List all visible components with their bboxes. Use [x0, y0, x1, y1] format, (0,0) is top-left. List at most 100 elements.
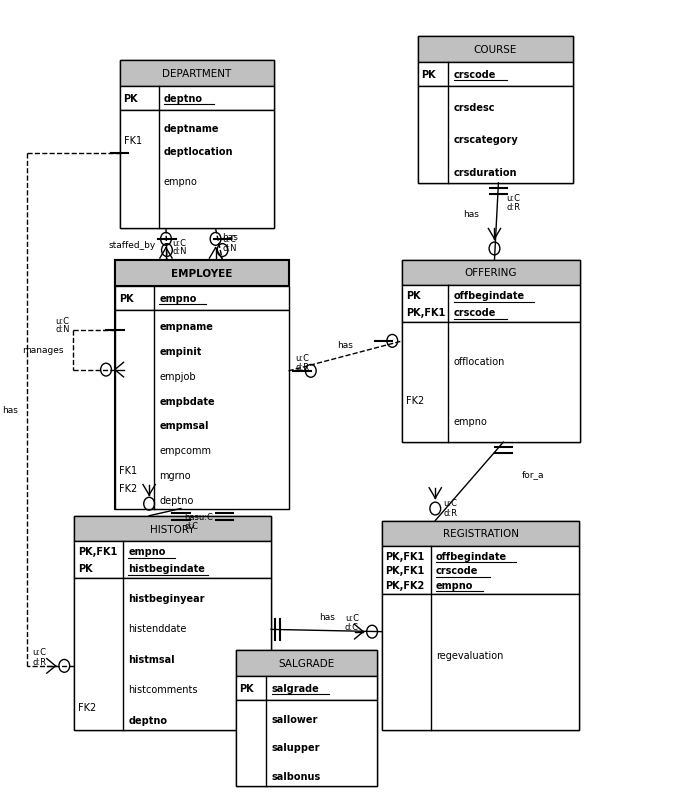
Bar: [119, 61, 275, 87]
Bar: [115, 261, 288, 286]
Text: COURSE: COURSE: [473, 45, 517, 55]
Bar: [402, 286, 580, 322]
Text: PK: PK: [406, 291, 420, 301]
Bar: [402, 261, 580, 443]
Text: d:N: d:N: [55, 325, 70, 334]
Text: empmsal: empmsal: [159, 421, 209, 431]
Text: u:C: u:C: [345, 613, 359, 622]
Text: PK,FK1: PK,FK1: [406, 308, 445, 318]
Bar: [119, 87, 275, 111]
Text: PK,FK2: PK,FK2: [386, 580, 425, 589]
Text: salbonus: salbonus: [272, 772, 321, 781]
Bar: [418, 87, 573, 184]
Text: FK1: FK1: [124, 136, 141, 145]
Bar: [115, 286, 288, 310]
Text: d:R: d:R: [444, 508, 457, 517]
Bar: [418, 38, 573, 63]
Bar: [75, 578, 271, 731]
Text: u:C: u:C: [172, 239, 187, 248]
Text: FK1: FK1: [119, 465, 137, 476]
Text: PK: PK: [119, 294, 133, 304]
Text: has: has: [2, 405, 18, 415]
Text: u:C: u:C: [506, 193, 520, 202]
Bar: [382, 594, 579, 731]
Text: u:C: u:C: [295, 354, 309, 363]
Text: crsdesc: crsdesc: [453, 103, 495, 113]
Text: crscode: crscode: [453, 308, 496, 318]
Text: PK,FK1: PK,FK1: [78, 547, 117, 557]
Text: empname: empname: [159, 322, 213, 332]
Bar: [418, 38, 573, 184]
Text: salupper: salupper: [272, 743, 320, 752]
Text: d:R: d:R: [506, 203, 520, 212]
Text: mgrno: mgrno: [159, 471, 191, 480]
Bar: [382, 546, 579, 594]
Text: regevaluation: regevaluation: [436, 650, 504, 661]
Bar: [115, 261, 288, 509]
Text: crsduration: crsduration: [453, 168, 517, 177]
Text: empno: empno: [159, 294, 197, 304]
Text: offlocation: offlocation: [453, 357, 505, 367]
Text: PK: PK: [421, 70, 436, 80]
Text: FK2: FK2: [119, 483, 137, 493]
Bar: [75, 541, 271, 578]
Text: has: has: [464, 209, 480, 218]
Text: HISTORY: HISTORY: [150, 524, 195, 534]
Bar: [382, 520, 579, 731]
Text: deptno: deptno: [159, 495, 194, 505]
Text: PK: PK: [124, 94, 138, 104]
Text: deptlocation: deptlocation: [164, 148, 233, 157]
Text: u:C: u:C: [222, 235, 236, 244]
Text: EMPLOYEE: EMPLOYEE: [171, 269, 233, 279]
Text: empcomm: empcomm: [159, 446, 211, 456]
Bar: [236, 650, 377, 786]
Bar: [382, 520, 579, 546]
Text: sallower: sallower: [272, 714, 318, 723]
Text: histbegindate: histbegindate: [128, 564, 205, 573]
Text: FK2: FK2: [406, 395, 424, 406]
Text: empno: empno: [453, 416, 487, 427]
Text: hasu:C: hasu:C: [184, 512, 213, 521]
Text: has: has: [222, 233, 238, 241]
Text: PK,FK1: PK,FK1: [386, 551, 425, 561]
Text: d:R: d:R: [32, 657, 47, 666]
Text: DEPARTMENT: DEPARTMENT: [162, 69, 232, 79]
Text: SALGRADE: SALGRADE: [279, 658, 335, 668]
Text: d:C: d:C: [345, 622, 359, 631]
Text: salgrade: salgrade: [272, 683, 319, 693]
Bar: [402, 322, 580, 443]
Text: empno: empno: [436, 580, 473, 589]
Text: u:C: u:C: [444, 499, 457, 508]
Bar: [119, 111, 275, 229]
Bar: [75, 516, 271, 541]
Text: histmsal: histmsal: [128, 654, 175, 664]
Text: offbegindate: offbegindate: [436, 551, 507, 561]
Text: PK,FK1: PK,FK1: [386, 565, 425, 575]
Text: OFFERING: OFFERING: [464, 268, 518, 278]
Text: empno: empno: [164, 177, 198, 187]
Text: FK2: FK2: [78, 703, 96, 712]
Text: u:C: u:C: [32, 647, 47, 656]
Text: staffed_by: staffed_by: [109, 241, 156, 249]
Text: d:R: d:R: [295, 362, 309, 371]
Text: deptno: deptno: [164, 94, 203, 104]
Bar: [236, 700, 377, 786]
Text: d:C: d:C: [184, 521, 198, 530]
Text: histcomments: histcomments: [128, 684, 198, 695]
Text: has: has: [319, 613, 335, 622]
Text: PK: PK: [78, 564, 92, 573]
Bar: [236, 650, 377, 676]
Bar: [418, 63, 573, 87]
Bar: [402, 261, 580, 286]
Text: PK: PK: [239, 683, 254, 693]
Text: deptno: deptno: [128, 715, 167, 725]
Text: empjob: empjob: [159, 371, 196, 381]
Text: d:N: d:N: [222, 244, 237, 253]
Text: empno: empno: [128, 547, 166, 557]
Text: REGISTRATION: REGISTRATION: [442, 529, 518, 539]
Text: has: has: [337, 341, 353, 350]
Text: manages: manages: [22, 346, 63, 354]
Text: deptname: deptname: [164, 124, 219, 134]
Bar: [119, 61, 275, 229]
Bar: [75, 516, 271, 731]
